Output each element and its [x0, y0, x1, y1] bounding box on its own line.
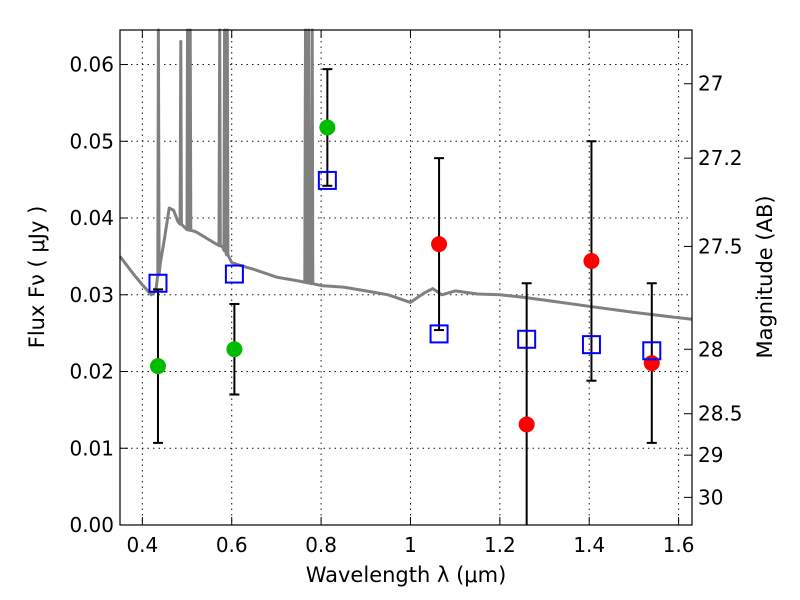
y-tick-label: 0.03: [69, 283, 114, 307]
x-tick-label: 0.4: [126, 533, 158, 557]
y-axis-label: Flux Fν ( μJy ): [25, 206, 49, 349]
model-point: [317, 170, 337, 190]
axis-ticks: 0.4 0.6 0.8 1 1.2 1.4 1.6 0.00 0.01 0.02 0.03 0.04 0…: [69, 30, 743, 557]
right-axis-label: Magnitude (AB): [753, 195, 777, 358]
right-tick-label: 28: [698, 337, 723, 361]
y-tick-label: 0.02: [69, 360, 114, 384]
x-axis-label: Wavelength λ (μm): [306, 563, 507, 587]
data-point: [226, 341, 243, 358]
grid: [120, 30, 692, 525]
y-tick-label: 0.06: [69, 53, 114, 77]
data-point: [149, 358, 166, 375]
model-point: [517, 329, 537, 349]
data-markers: [148, 119, 662, 433]
data-point: [431, 236, 448, 253]
data-point: [518, 416, 535, 433]
model-point: [581, 335, 601, 355]
right-tick-label: 28.5: [698, 402, 743, 426]
right-tick-label: 27.2: [698, 146, 743, 170]
y-tick-label: 0.01: [69, 436, 114, 460]
x-tick-label: 0.6: [216, 533, 248, 557]
model-spectrum: [118, 28, 693, 321]
right-tick-label: 30: [698, 485, 723, 509]
model-point: [642, 341, 662, 361]
x-tick-label: 1.2: [484, 533, 516, 557]
y-tick-label: 0.00: [69, 513, 114, 537]
model-point: [224, 264, 244, 284]
x-tick-label: 1.6: [663, 533, 695, 557]
model-point: [429, 324, 449, 344]
x-tick-label: 1: [404, 533, 417, 557]
data-point: [319, 119, 336, 136]
model-spectrum-line: [118, 28, 693, 321]
x-tick-label: 0.8: [305, 533, 337, 557]
x-tick-label: 1.4: [573, 533, 605, 557]
model-point: [148, 273, 168, 293]
right-tick-label: 27: [698, 72, 723, 96]
data-point: [583, 253, 600, 269]
y-tick-label: 0.05: [69, 129, 114, 153]
right-tick-label: 29: [698, 443, 723, 467]
right-tick-label: 27.5: [698, 234, 743, 258]
data-point: [643, 355, 660, 372]
y-tick-label: 0.04: [69, 206, 114, 230]
plot-frame: [119, 29, 693, 526]
